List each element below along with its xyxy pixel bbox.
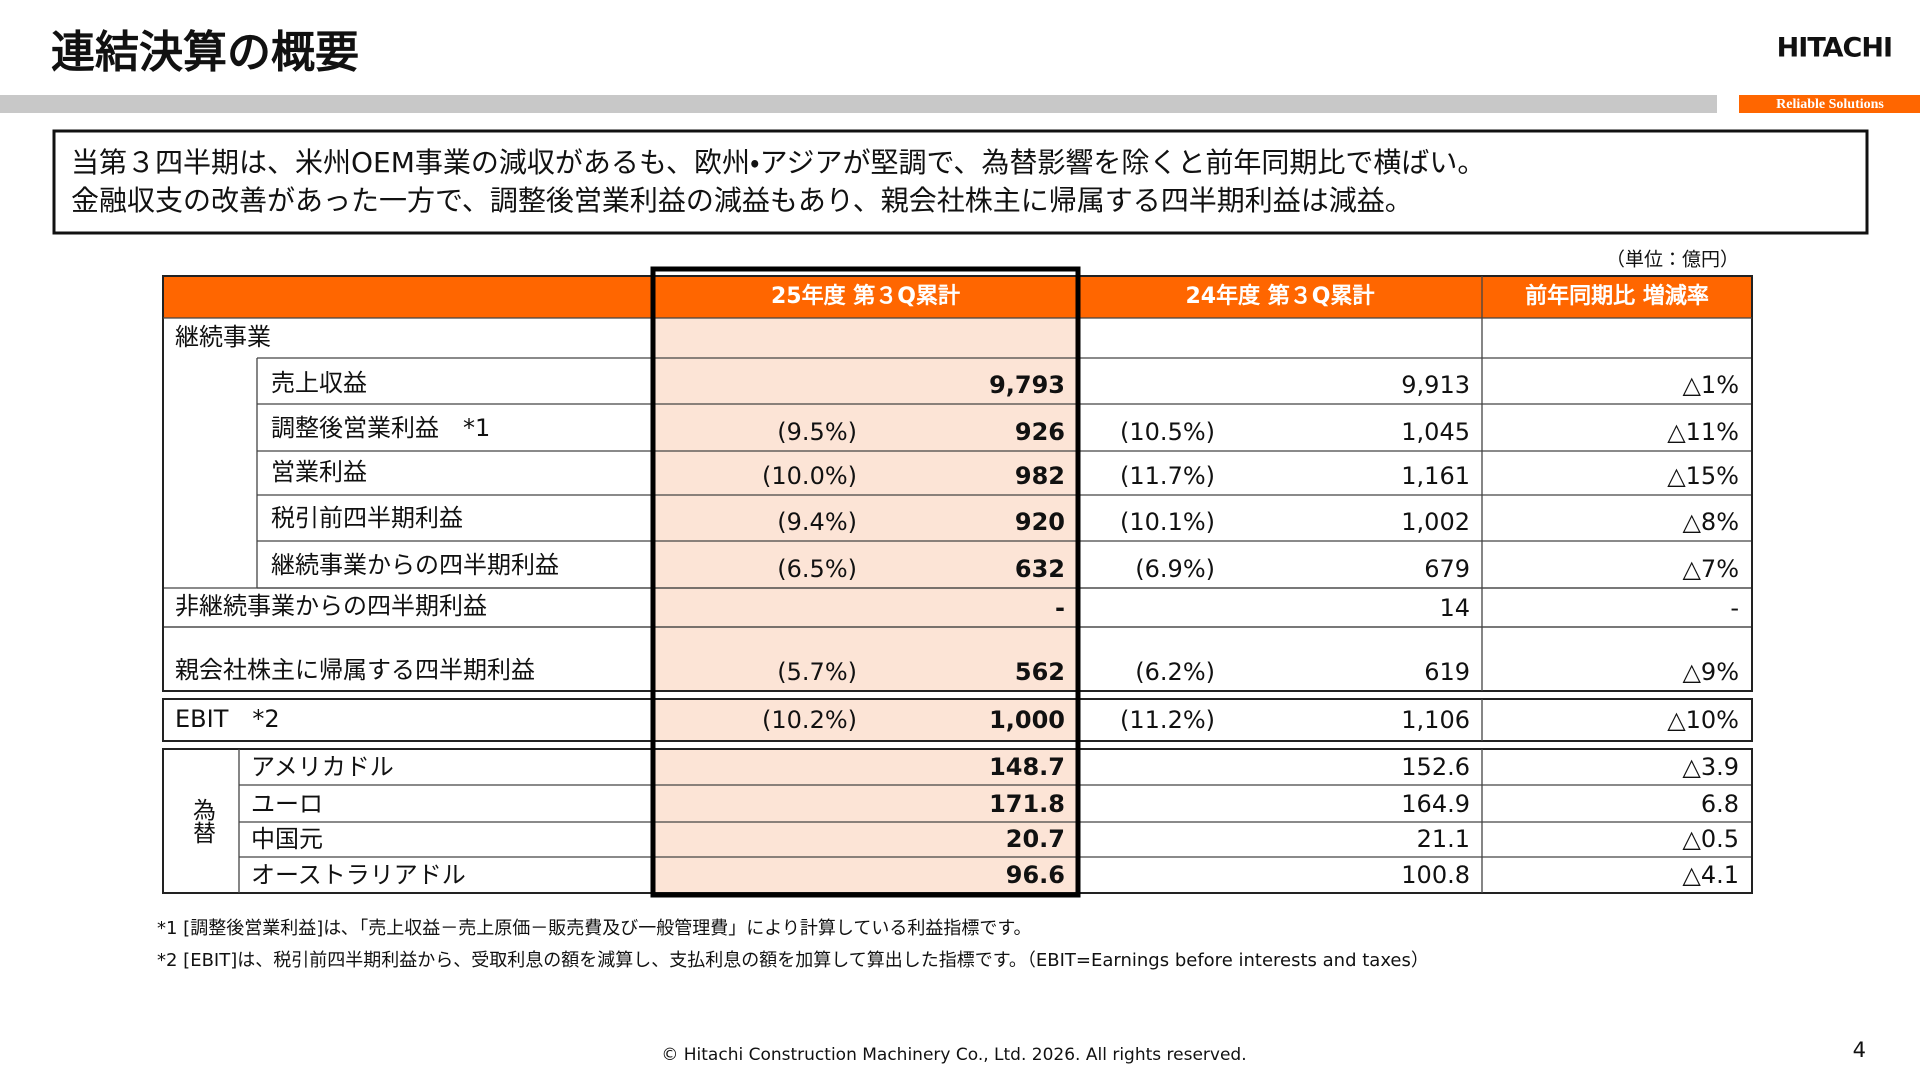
cell-change: △11% — [1667, 418, 1739, 446]
cell-current: 1,000 — [989, 706, 1065, 734]
logo: HITACHI — [1777, 33, 1892, 64]
row-label: 継続事業からの四半期利益 — [271, 551, 559, 579]
cell-prior: 152.6 — [1401, 753, 1470, 781]
cell-prior: 619 — [1424, 658, 1470, 686]
cell-prior: 1,161 — [1401, 462, 1470, 490]
cell-prior: 9,913 — [1401, 371, 1470, 399]
row-label: EBIT *2 — [175, 705, 280, 733]
copyright: © Hitachi Construction Machinery Co., Lt… — [661, 1045, 1246, 1065]
fx-label: 為替 — [189, 798, 217, 844]
cell-current: - — [1055, 594, 1065, 622]
cell-current: 9,793 — [989, 371, 1065, 399]
cell-ratio: (10.1%) — [1120, 508, 1215, 536]
cell-ratio: (11.2%) — [1120, 706, 1215, 734]
row-label: 非継続事業からの四半期利益 — [175, 592, 487, 620]
header-bar — [0, 95, 1717, 113]
row-label: 調整後営業利益 *1 — [271, 414, 490, 442]
cell-change: △3.9 — [1682, 753, 1739, 781]
cell-current: 96.6 — [1006, 861, 1065, 889]
cell-prior: 21.1 — [1417, 825, 1470, 853]
cell-change: 6.8 — [1701, 790, 1739, 818]
cell-change: △8% — [1682, 508, 1739, 536]
row-label: 税引前四半期利益 — [271, 504, 463, 532]
cell-current: 20.7 — [1006, 825, 1065, 853]
cell-current: 562 — [1015, 658, 1065, 686]
cell-change: - — [1730, 594, 1739, 622]
cell-change: △9% — [1682, 658, 1739, 686]
footnote: *1 [調整後営業利益]は､「売上収益－売上原価－販売費及び一般管理費」により計… — [157, 918, 1032, 939]
highlight-fill — [653, 749, 1078, 893]
header-row — [163, 276, 1752, 318]
summary-line: 当第３四半期は、米州OEM事業の減収があるも、欧州・アジアが堅調で、為替影響を除… — [71, 146, 1485, 179]
cell-change: △10% — [1667, 706, 1739, 734]
highlight-frame — [650, 266, 1081, 898]
cell-ratio: (10.2%) — [762, 706, 857, 734]
page-number: 4 — [1853, 1038, 1866, 1062]
cell-change: △7% — [1682, 555, 1739, 583]
summary-box — [52, 129, 1869, 235]
cell-current: 982 — [1015, 462, 1065, 490]
unit: （単位：億円） — [1606, 249, 1739, 271]
row-label: 親会社株主に帰属する四半期利益 — [175, 656, 535, 684]
cell-prior: 164.9 — [1401, 790, 1470, 818]
cell-change: △0.5 — [1682, 825, 1739, 853]
row-label: ユーロ — [251, 790, 323, 818]
cell-current: 148.7 — [989, 753, 1065, 781]
cell-current: 632 — [1015, 555, 1065, 583]
row-label: アメリカドル — [251, 753, 394, 781]
cell-ratio: (10.0%) — [762, 462, 857, 490]
column-header: 25年度 第３Q累計 — [771, 283, 960, 309]
column-header: 24年度 第３Q累計 — [1186, 283, 1375, 309]
summary-line: 金融収支の改善があった一方で、調整後営業利益の減益もあり、親会社株主に帰属する四… — [71, 184, 1413, 217]
cell-current: 171.8 — [989, 790, 1065, 818]
table-border — [162, 275, 1753, 692]
row-label: オーストラリアドル — [251, 861, 466, 889]
row-label: 営業利益 — [271, 458, 367, 486]
column-header: 前年同期比 増減率 — [1525, 283, 1709, 309]
cell-ratio: (6.5%) — [777, 555, 857, 583]
cell-prior: 100.8 — [1401, 861, 1470, 889]
cell-prior: 1,045 — [1401, 418, 1470, 446]
cell-ratio: (5.7%) — [777, 658, 857, 686]
highlight-fill — [653, 318, 1078, 691]
cell-prior: 1,002 — [1401, 508, 1470, 536]
cell-ratio: (11.7%) — [1120, 462, 1215, 490]
section-label: 継続事業 — [175, 323, 271, 351]
cell-change: △15% — [1667, 462, 1739, 490]
cell-prior: 14 — [1439, 594, 1470, 622]
cell-prior: 1,106 — [1401, 706, 1470, 734]
cell-ratio: (9.4%) — [777, 508, 857, 536]
tagline-bar — [1739, 95, 1920, 113]
cell-ratio: (9.5%) — [777, 418, 857, 446]
highlight-fill — [653, 699, 1078, 741]
cell-change: △1% — [1682, 371, 1739, 399]
row-label: 売上収益 — [271, 369, 367, 397]
cell-ratio: (10.5%) — [1120, 418, 1215, 446]
tagline: Reliable Solutions — [1776, 97, 1884, 112]
cell-ratio: (6.2%) — [1135, 658, 1215, 686]
cell-current: 926 — [1015, 418, 1065, 446]
footnote: *2 [EBIT]は、税引前四半期利益から、受取利息の額を減算し、支払利息の額を… — [157, 950, 1429, 971]
cell-current: 920 — [1015, 508, 1065, 536]
cell-ratio: (6.9%) — [1135, 555, 1215, 583]
table-border — [162, 698, 1753, 742]
cell-prior: 679 — [1424, 555, 1470, 583]
title: 連結決算の概要 — [51, 27, 359, 78]
cell-change: △4.1 — [1682, 861, 1739, 889]
row-label: 中国元 — [251, 825, 323, 853]
